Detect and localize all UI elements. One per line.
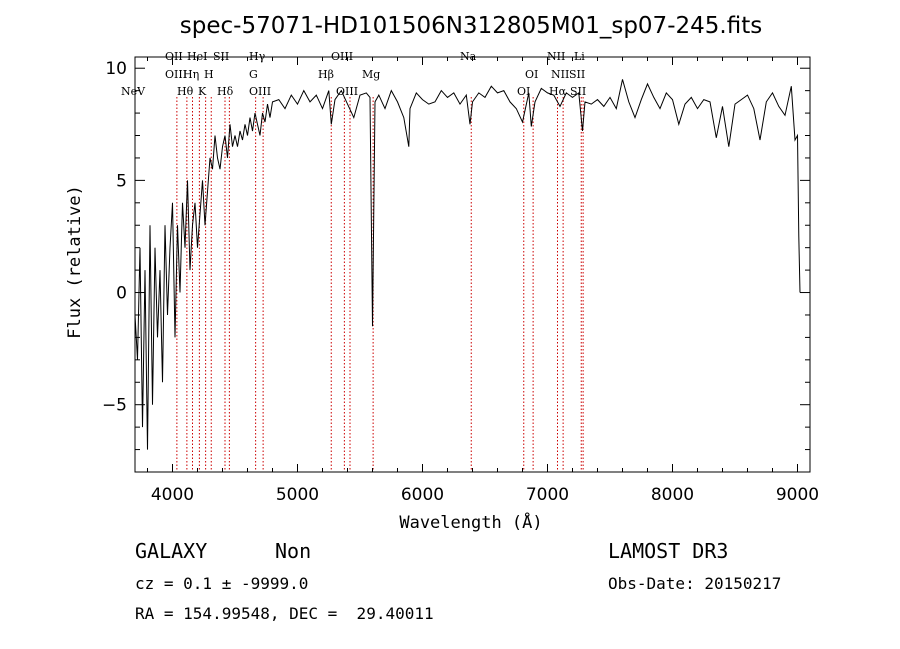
y-tick-label: 0 — [116, 284, 127, 304]
x-tick-label: 7000 — [526, 485, 569, 505]
chart-title: spec-57071-HD101506N312805M01_sp07-245.f… — [180, 13, 762, 39]
y-tick-label: 5 — [116, 171, 127, 191]
plot-frame — [134, 56, 811, 473]
x-tick-label: 6000 — [401, 485, 444, 505]
x-tick-label: 5000 — [276, 485, 319, 505]
tick-labels: 4000 5000 6000 7000 8000 9000 −5 0 5 10 — [102, 59, 819, 505]
line-label: NII — [551, 68, 569, 81]
spectrum-chart: spec-57071-HD101506N312805M01_sp07-245.f… — [65, 13, 819, 533]
coordinates: RA = 154.99548, DEC = 29.40011 — [135, 604, 434, 623]
x-tick-label: 8000 — [651, 485, 694, 505]
line-label: OIII — [165, 68, 187, 81]
line-label: K — [198, 85, 207, 98]
emission-line-markers — [176, 97, 584, 472]
line-label: Hη — [183, 68, 199, 81]
axis-ticks — [135, 57, 810, 472]
line-label: OI — [517, 85, 530, 98]
line-label: H — [204, 68, 214, 81]
plot-area — [134, 56, 811, 473]
survey-name: LAMOST DR3 — [608, 539, 729, 563]
line-label: Mg — [362, 68, 380, 81]
spectrum-series-line — [134, 79, 801, 450]
line-label: NeV — [121, 85, 146, 98]
object-class: GALAXY — [135, 539, 208, 563]
line-label: G — [249, 68, 258, 81]
y-tick-label: −5 — [102, 396, 127, 416]
x-tick-label: 4000 — [151, 485, 194, 505]
line-label: Hβ — [318, 68, 334, 81]
x-axis-label: Wavelength (Å) — [399, 511, 542, 533]
x-tick-label: 9000 — [776, 485, 819, 505]
line-label: Hδ — [217, 85, 234, 98]
line-label: OIII — [336, 85, 358, 98]
line-label: SII — [570, 85, 586, 98]
y-tick-label: 10 — [105, 59, 127, 79]
redshift-line: cz = 0.1 ± -9999.0 — [135, 574, 309, 593]
object-subclass: Non — [275, 539, 312, 563]
y-axis-label: Flux (relative) — [65, 185, 85, 339]
obs-date: Obs-Date: 20150217 — [608, 574, 782, 593]
line-label: Hθ — [177, 85, 194, 98]
line-label: SII — [569, 68, 585, 81]
line-label: OI — [525, 68, 538, 81]
line-label: OIII — [249, 85, 271, 98]
line-label: Hα — [549, 85, 567, 98]
